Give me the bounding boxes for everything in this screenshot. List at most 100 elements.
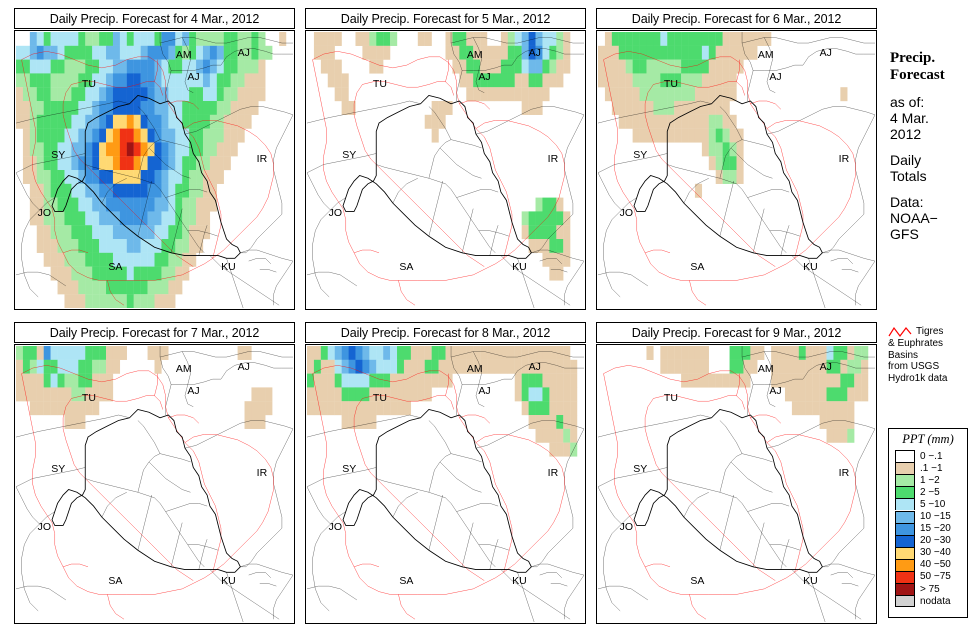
precip-cell bbox=[542, 252, 550, 267]
precip-cell bbox=[237, 101, 245, 115]
precip-cell bbox=[840, 87, 848, 102]
precip-cell bbox=[112, 156, 121, 171]
precip-cell bbox=[189, 114, 197, 129]
precip-cell bbox=[147, 87, 155, 102]
precip-cell bbox=[563, 45, 571, 60]
precip-cell bbox=[681, 73, 689, 88]
precip-cell bbox=[556, 73, 564, 88]
precip-cell bbox=[847, 346, 855, 360]
admin-boundary bbox=[307, 467, 376, 486]
precip-cell bbox=[528, 211, 536, 226]
iraq-national-border bbox=[343, 409, 531, 572]
precip-cell bbox=[701, 114, 709, 129]
precip-cell bbox=[29, 142, 37, 157]
precip-cell bbox=[327, 45, 335, 60]
precip-cell bbox=[625, 32, 633, 46]
admin-boundary bbox=[16, 153, 85, 172]
precip-cell bbox=[390, 32, 398, 46]
precip-cell bbox=[632, 87, 640, 102]
precip-cell bbox=[480, 87, 488, 102]
precip-cell bbox=[417, 346, 425, 360]
precip-cell bbox=[341, 101, 349, 115]
precip-cell bbox=[154, 170, 162, 184]
precip-cell bbox=[29, 114, 37, 129]
precip-cell bbox=[313, 373, 322, 388]
precip-cell bbox=[480, 59, 488, 74]
precip-cell bbox=[22, 114, 31, 129]
precip-cell bbox=[355, 415, 363, 429]
precip-cell bbox=[126, 45, 134, 60]
precip-cell bbox=[50, 73, 58, 88]
precip-cell bbox=[99, 114, 107, 129]
precip-cell bbox=[688, 114, 696, 129]
precip-cell bbox=[202, 45, 211, 60]
precip-cell bbox=[92, 401, 100, 416]
basin-boundary bbox=[107, 594, 124, 619]
country-label: AJ bbox=[769, 384, 782, 397]
precip-cell bbox=[99, 373, 107, 388]
precip-cell bbox=[133, 239, 141, 253]
admin-boundary bbox=[199, 539, 207, 569]
basin-boundary bbox=[71, 82, 162, 96]
precip-cell bbox=[36, 239, 44, 253]
precip-cell bbox=[85, 32, 93, 46]
admin-boundary bbox=[753, 65, 803, 71]
precip-cell bbox=[743, 45, 751, 60]
precip-cell bbox=[528, 32, 536, 46]
precip-cell bbox=[78, 114, 86, 129]
admin-boundary bbox=[842, 583, 859, 586]
precip-cell bbox=[556, 387, 564, 402]
precip-cell bbox=[22, 142, 31, 157]
precip-cell bbox=[126, 225, 134, 240]
admin-boundary bbox=[171, 65, 221, 71]
precip-cell bbox=[140, 211, 148, 226]
precip-cell bbox=[397, 346, 405, 360]
basin-boundary bbox=[459, 101, 489, 109]
basin-boundary bbox=[85, 164, 127, 205]
precip-cell bbox=[424, 373, 432, 388]
precip-cell bbox=[362, 373, 370, 388]
country-label: AJ bbox=[187, 384, 200, 397]
legend-entry: 40 −50 bbox=[889, 558, 967, 571]
basin-boundary bbox=[398, 280, 415, 305]
precip-cell bbox=[147, 183, 155, 198]
admin-boundary bbox=[160, 352, 293, 358]
precip-cell bbox=[521, 346, 529, 360]
precip-cell bbox=[119, 266, 127, 281]
precip-cell bbox=[43, 401, 51, 416]
precip-cell bbox=[57, 252, 65, 267]
legend-swatch bbox=[895, 450, 915, 463]
precip-cell bbox=[92, 128, 100, 143]
precip-cell bbox=[230, 32, 238, 46]
precip-cell bbox=[106, 294, 114, 308]
precip-cell bbox=[71, 101, 79, 115]
precip-cell bbox=[334, 387, 342, 402]
precip-cell bbox=[71, 142, 79, 157]
legend-entry: 2 −5 bbox=[889, 486, 967, 499]
precip-cell bbox=[688, 346, 696, 360]
precip-cell bbox=[452, 59, 460, 74]
precip-raster bbox=[307, 346, 578, 457]
precip-cell bbox=[71, 87, 79, 102]
precip-cell bbox=[57, 87, 65, 102]
precip-cell bbox=[542, 239, 550, 253]
precip-cell bbox=[542, 428, 550, 443]
precip-cell bbox=[168, 142, 176, 157]
admin-boundary bbox=[138, 454, 160, 493]
precip-cell bbox=[570, 359, 578, 374]
precip-cell bbox=[182, 266, 190, 281]
precip-cell bbox=[722, 142, 730, 157]
precip-cell bbox=[196, 183, 204, 198]
precip-cell bbox=[514, 59, 522, 74]
basin-boundary bbox=[446, 374, 449, 396]
precip-cell bbox=[729, 346, 737, 360]
country-label: KU bbox=[512, 575, 527, 588]
precip-cell bbox=[341, 73, 349, 88]
precip-cell bbox=[161, 197, 169, 212]
precip-cell bbox=[99, 239, 107, 253]
precip-cell bbox=[85, 266, 93, 281]
country-label: KU bbox=[803, 575, 818, 588]
precip-cell bbox=[230, 45, 238, 60]
precip-cell bbox=[78, 156, 86, 171]
precip-cell bbox=[168, 32, 176, 46]
